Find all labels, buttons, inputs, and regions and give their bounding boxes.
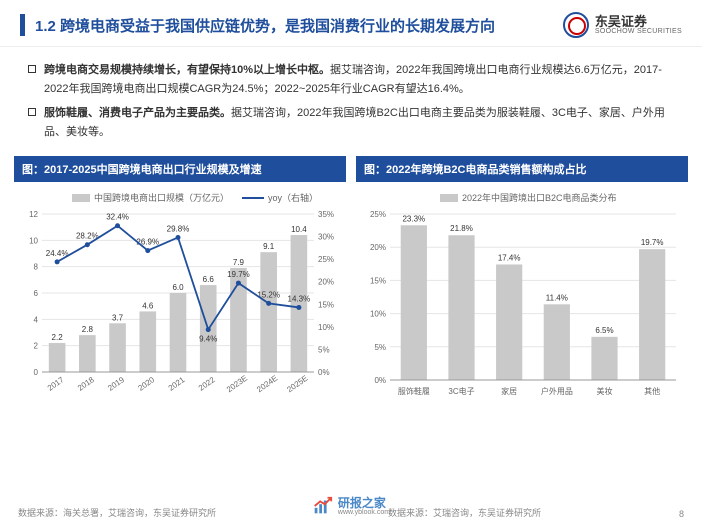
svg-text:29.8%: 29.8% <box>167 224 190 233</box>
svg-text:15%: 15% <box>370 276 386 285</box>
svg-text:5%: 5% <box>374 343 386 352</box>
svg-text:14.3%: 14.3% <box>288 294 311 303</box>
bullet-1: 跨境电商交易规模持续增长，有望保持10%以上增长中枢。据艾瑞咨询，2022年我国… <box>28 61 674 98</box>
bullet-1-bold: 跨境电商交易规模持续增长，有望保持10%以上增长中枢。 <box>44 64 330 76</box>
svg-text:20%: 20% <box>370 243 386 252</box>
bullet-square-icon <box>28 65 36 73</box>
svg-text:6: 6 <box>34 289 39 298</box>
svg-text:其他: 其他 <box>644 386 660 396</box>
svg-text:25%: 25% <box>370 210 386 219</box>
logo: 东吴证券 SOOCHOW SECURITIES <box>563 12 682 38</box>
header-left: 1.2 跨境电商受益于我国供应链优势，是我国消费行业的长期发展方向 <box>20 14 495 36</box>
accent-bar <box>20 14 25 36</box>
bullet-square-icon <box>28 108 36 116</box>
svg-text:7.9: 7.9 <box>233 258 245 267</box>
svg-text:户外用品: 户外用品 <box>541 386 573 396</box>
svg-text:15%: 15% <box>318 300 334 309</box>
svg-text:32.4%: 32.4% <box>106 212 129 221</box>
svg-text:中国跨境电商出口规模（万亿元）: 中国跨境电商出口规模（万亿元） <box>94 192 229 203</box>
svg-text:20%: 20% <box>318 277 334 286</box>
svg-text:17.4%: 17.4% <box>498 253 521 262</box>
svg-text:10.4: 10.4 <box>291 225 307 234</box>
logo-en: SOOCHOW SECURITIES <box>595 28 682 35</box>
body-text: 跨境电商交易规模持续增长，有望保持10%以上增长中枢。据艾瑞咨询，2022年我国… <box>0 47 702 156</box>
charts-row: 图：2017-2025中国跨境电商出口行业规模及增速 中国跨境电商出口规模（万亿… <box>0 156 702 408</box>
svg-text:25%: 25% <box>318 255 334 264</box>
svg-text:21.8%: 21.8% <box>450 224 473 233</box>
svg-text:6.0: 6.0 <box>172 283 184 292</box>
svg-text:美妆: 美妆 <box>597 386 613 396</box>
svg-text:2022年中国跨境出口B2C电商品类分布: 2022年中国跨境出口B2C电商品类分布 <box>462 192 617 203</box>
svg-text:3.7: 3.7 <box>112 313 124 322</box>
svg-text:6.5%: 6.5% <box>595 326 613 335</box>
chart-1-svg: 中国跨境电商出口规模（万亿元） yoy（右轴） 0 2 4 6 8 10 12 0% 5% 10% 15… <box>14 188 344 408</box>
svg-text:30%: 30% <box>318 232 334 241</box>
chart-2-area: 2022年中国跨境出口B2C电商品类分布 0% 5% 10% 15% 20% 25% 23.3… <box>356 188 688 408</box>
chart-1-col: 图：2017-2025中国跨境电商出口行业规模及增速 中国跨境电商出口规模（万亿… <box>14 156 346 408</box>
svg-text:2017: 2017 <box>46 375 66 393</box>
chart-2-svg: 2022年中国跨境出口B2C电商品类分布 0% 5% 10% 15% 20% 25% 23.3… <box>356 188 686 408</box>
svg-text:家居: 家居 <box>501 386 517 396</box>
source-right: 数据来源：艾瑞咨询，东吴证券研究所 <box>388 506 541 519</box>
svg-text:9.1: 9.1 <box>263 242 275 251</box>
bullet-2: 服饰鞋履、消费电子产品为主要品类。据艾瑞咨询，2022年我国跨境B2C出口电商主… <box>28 104 674 141</box>
svg-text:服饰鞋履: 服饰鞋履 <box>398 386 430 396</box>
chart-1-area: 中国跨境电商出口规模（万亿元） yoy（右轴） 0 2 4 6 8 10 12 0% 5% 10% 15… <box>14 188 346 408</box>
svg-text:2.2: 2.2 <box>52 333 64 342</box>
svg-text:2018: 2018 <box>76 375 96 393</box>
logo-cn: 东吴证券 <box>595 15 682 28</box>
svg-text:19.7%: 19.7% <box>641 238 664 247</box>
svg-text:4.6: 4.6 <box>142 301 154 310</box>
svg-text:26.9%: 26.9% <box>136 237 159 246</box>
chart-1-title: 图：2017-2025中国跨境电商出口行业规模及增速 <box>14 156 346 182</box>
svg-text:2: 2 <box>34 341 39 350</box>
svg-text:9.4%: 9.4% <box>199 334 217 343</box>
header: 1.2 跨境电商受益于我国供应链优势，是我国消费行业的长期发展方向 东吴证券 S… <box>0 0 702 47</box>
bullet-2-bold: 服饰鞋履、消费电子产品为主要品类。 <box>44 107 231 119</box>
svg-text:2.8: 2.8 <box>82 325 94 334</box>
svg-text:4: 4 <box>34 315 39 324</box>
svg-text:35%: 35% <box>318 210 334 219</box>
svg-text:2023E: 2023E <box>225 373 249 394</box>
svg-text:12: 12 <box>29 210 38 219</box>
svg-text:10%: 10% <box>370 309 386 318</box>
svg-text:10%: 10% <box>318 323 334 332</box>
svg-text:6.6: 6.6 <box>203 275 215 284</box>
svg-text:0%: 0% <box>318 368 330 377</box>
chart-2-title: 图：2022年跨境B2C电商品类销售额构成占比 <box>356 156 688 182</box>
chart-2-col: 图：2022年跨境B2C电商品类销售额构成占比 2022年中国跨境出口B2C电商… <box>356 156 688 408</box>
svg-text:0: 0 <box>34 368 39 377</box>
svg-text:2025E: 2025E <box>285 373 309 394</box>
svg-text:5%: 5% <box>318 345 330 354</box>
footer: 数据来源：海关总署，艾瑞咨询，东吴证券研究所 数据来源：艾瑞咨询，东吴证券研究所… <box>18 506 684 519</box>
page-number: 8 <box>679 509 684 519</box>
svg-text:11.4%: 11.4% <box>546 293 568 302</box>
svg-text:23.3%: 23.3% <box>402 214 425 223</box>
svg-text:8: 8 <box>34 262 39 271</box>
page-title: 1.2 跨境电商受益于我国供应链优势，是我国消费行业的长期发展方向 <box>35 15 495 36</box>
svg-text:0%: 0% <box>374 376 386 385</box>
svg-text:2019: 2019 <box>106 375 126 393</box>
svg-text:3C电子: 3C电子 <box>448 386 474 396</box>
svg-text:10: 10 <box>29 236 38 245</box>
svg-text:19.7%: 19.7% <box>227 270 250 279</box>
logo-icon <box>563 12 589 38</box>
svg-text:2022: 2022 <box>197 375 217 393</box>
svg-text:2020: 2020 <box>136 375 156 393</box>
svg-text:2021: 2021 <box>167 375 187 393</box>
svg-text:2024E: 2024E <box>255 373 279 394</box>
svg-text:yoy（右轴）: yoy（右轴） <box>268 192 318 203</box>
source-left: 数据来源：海关总署，艾瑞咨询，东吴证券研究所 <box>18 506 216 519</box>
